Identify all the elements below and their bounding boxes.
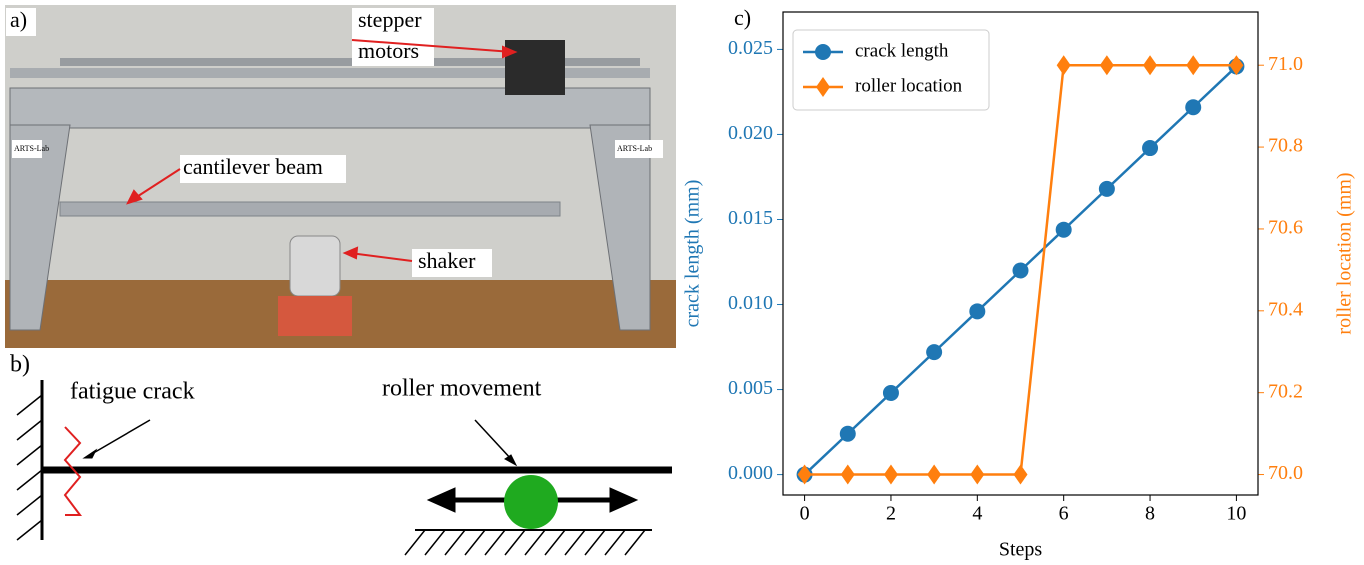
ground-hatch <box>405 530 645 555</box>
chart-panel: c) 0 2 4 6 8 10 0.000 0.005 0.010 0.015 0.020 0.025… <box>682 5 1356 561</box>
x-tick-label: 2 <box>886 503 896 525</box>
x-tick-label: 6 <box>1059 503 1069 525</box>
annotation: shaker <box>418 248 476 273</box>
photo-motor <box>505 40 565 95</box>
y-tick-label: 0.000 <box>728 462 773 484</box>
marker <box>970 465 984 485</box>
photo-logo: ARTS-Lab <box>617 144 652 153</box>
arrow <box>475 420 512 460</box>
y2-tick-label: 70.6 <box>1268 217 1303 239</box>
marker <box>883 385 899 401</box>
marker <box>841 465 855 485</box>
photo-beam <box>60 202 560 216</box>
wall-hatch <box>17 395 42 540</box>
annotation: stepper <box>358 7 422 32</box>
diagram-panel: b) fatigue crack roller movement <box>10 352 672 556</box>
panel-label: b) <box>10 352 30 378</box>
x-tick-label: 10 <box>1226 503 1246 525</box>
y2-tick-label: 70.2 <box>1268 380 1303 402</box>
y-tick-label: 0.005 <box>728 377 773 399</box>
y2-tick-label: 70.8 <box>1268 135 1303 157</box>
legend-marker <box>815 44 831 60</box>
photo-logo: ARTS-Lab <box>14 144 49 153</box>
y2-tick-label: 71.0 <box>1268 53 1303 75</box>
marker <box>1185 99 1201 115</box>
arrow-head <box>505 455 516 465</box>
annotation: fatigue crack <box>70 379 195 405</box>
x-tick-label: 8 <box>1145 503 1155 525</box>
photo-panel: ARTS-Lab ARTS-Lab a) stepper motors cant… <box>5 5 676 348</box>
photo-shaker <box>290 236 340 296</box>
marker <box>1013 263 1029 279</box>
y-axis-label: crack length (mm) <box>682 180 704 328</box>
arrow-head <box>84 450 96 458</box>
annotation: cantilever beam <box>183 154 323 179</box>
figure: ARTS-Lab ARTS-Lab a) stepper motors cant… <box>0 0 1364 565</box>
y-tick-label: 0.020 <box>728 122 773 144</box>
marker <box>1142 140 1158 156</box>
x-tick-label: 0 <box>800 503 810 525</box>
arrow <box>90 420 150 455</box>
arrow-head <box>610 488 637 512</box>
x-tick-label: 4 <box>972 503 982 525</box>
roller <box>504 475 558 529</box>
y2-tick-label: 70.4 <box>1268 298 1303 320</box>
marker <box>884 465 898 485</box>
annotation: roller movement <box>382 376 542 402</box>
marker <box>926 344 942 360</box>
photo-shaker-base <box>278 296 352 336</box>
y2-axis-label: roller location (mm) <box>1334 172 1356 334</box>
marker <box>1014 465 1028 485</box>
arrow-head <box>428 488 455 512</box>
y-tick-label: 0.010 <box>728 292 773 314</box>
marker <box>1100 55 1114 75</box>
marker <box>969 303 985 319</box>
marker <box>840 426 856 442</box>
marker <box>1143 55 1157 75</box>
panel-label: a) <box>10 7 27 32</box>
panel-label: c) <box>734 5 751 30</box>
marker <box>1056 222 1072 238</box>
marker <box>927 465 941 485</box>
legend-label: crack length <box>855 40 949 61</box>
y-tick-label: 0.025 <box>728 37 773 59</box>
marker <box>798 465 812 485</box>
marker <box>1099 181 1115 197</box>
x-axis-label: Steps <box>999 539 1043 561</box>
y2-tick-label: 70.0 <box>1268 462 1303 484</box>
legend-label: roller location <box>855 75 963 96</box>
marker <box>1057 55 1071 75</box>
marker <box>1186 55 1200 75</box>
y-tick-label: 0.015 <box>728 207 773 229</box>
